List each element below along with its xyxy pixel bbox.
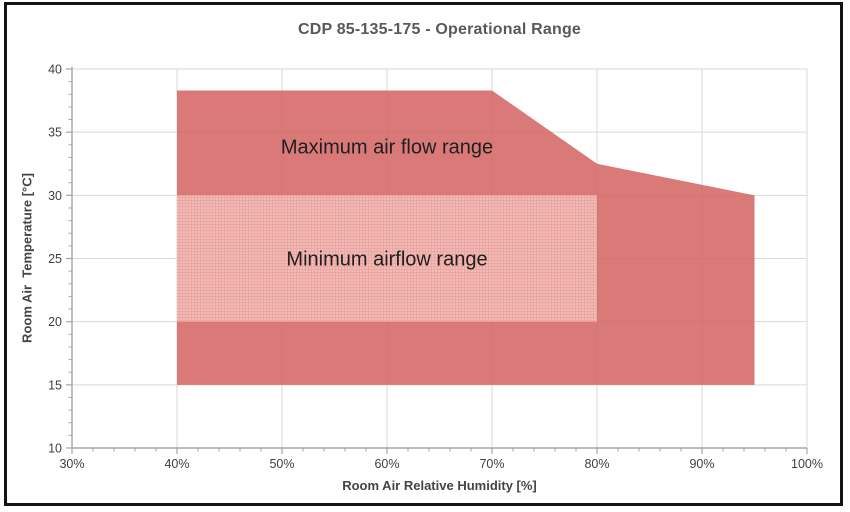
x-tick-label: 100%: [791, 457, 823, 471]
min-airflow-region-dots: [177, 195, 597, 322]
y-axis-title: Room Air Temperature [°C]: [19, 173, 35, 343]
y-tick-label: 40: [48, 63, 62, 77]
x-tick-label: 50%: [269, 457, 294, 471]
chart-title: CDP 85-135-175 - Operational Range: [297, 21, 582, 38]
y-tick-label: 20: [48, 315, 62, 329]
y-tick-label: 15: [48, 378, 62, 392]
max-airflow-region-label: Maximum air flow range: [280, 136, 494, 159]
y-tick-label: 35: [48, 126, 62, 140]
x-tick-label: 60%: [374, 457, 399, 471]
y-tick-label: 10: [48, 442, 62, 456]
x-tick-label: 40%: [164, 457, 189, 471]
y-tick-label: 25: [48, 252, 62, 266]
x-axis-title: Room Air Relative Humidity [%]: [342, 478, 537, 493]
x-tick-label: 30%: [59, 457, 84, 471]
x-tick-label: 80%: [584, 457, 609, 471]
x-tick-label: 70%: [479, 457, 504, 471]
min-airflow-region-label: Minimum airflow range: [286, 248, 488, 271]
x-tick-label: 90%: [689, 457, 714, 471]
y-tick-label: 30: [48, 189, 62, 203]
